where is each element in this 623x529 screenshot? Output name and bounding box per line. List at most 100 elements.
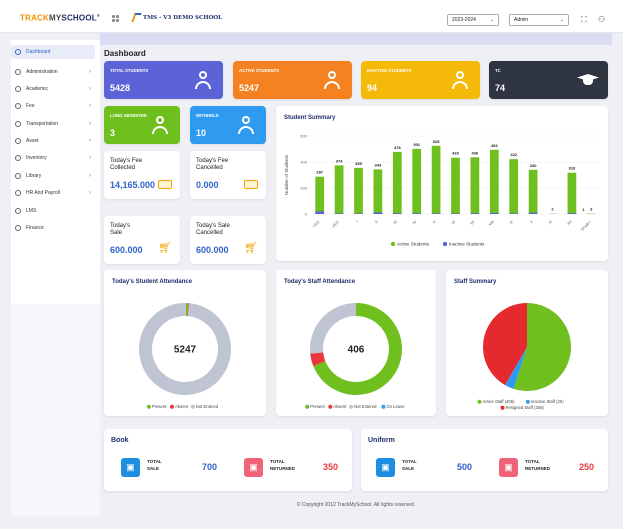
data-label: 355 xyxy=(355,161,362,166)
graduation-cap-icon xyxy=(577,72,599,88)
inactive-students-card[interactable]: INACTIVE STUDENTS 94 xyxy=(361,61,480,99)
staff-attendance-card: Today's Staff Attendance 406 Present Absen… xyxy=(276,270,436,416)
apps-grid-icon[interactable] xyxy=(112,15,119,22)
user-icon[interactable]: ⚇ xyxy=(598,15,606,24)
sidebar-item-administration[interactable]: Administration › xyxy=(11,65,95,79)
bar-inactive xyxy=(392,213,402,214)
pie-slice xyxy=(185,303,189,317)
book-sale-value: 700 xyxy=(202,462,218,472)
data-label: 287 xyxy=(316,170,323,175)
user-icon xyxy=(324,71,340,89)
sidebar-item-academic[interactable]: Academic › xyxy=(11,82,95,96)
pie-slice xyxy=(310,352,326,367)
uniform-returned-value: 250 xyxy=(579,462,595,472)
legend-swatch xyxy=(390,241,396,247)
role-select[interactable]: Admin ⌄ xyxy=(509,14,569,26)
sidebar-item-dashboard[interactable]: Dashboard xyxy=(11,45,95,59)
data-label: 478 xyxy=(394,145,401,150)
stat-label: WITHHELD xyxy=(196,113,219,118)
mini-value: 0.000 xyxy=(196,180,219,190)
sidebar-empty-area xyxy=(11,304,100,516)
today-sale-card[interactable]: Today's Sale 600.000 🛒︎ xyxy=(104,216,180,264)
sidebar-item-inventory[interactable]: Inventory › xyxy=(11,151,95,165)
uniform-sale-value: 500 xyxy=(457,462,473,472)
bar-inactive xyxy=(528,212,538,214)
long-absentee-card[interactable]: LONG ABSENTEE 3 xyxy=(104,106,180,144)
legend-swatch xyxy=(442,241,448,247)
sidebar-item-hr-and-payroll[interactable]: HR And Payroll › xyxy=(11,186,95,200)
menu-item-icon xyxy=(15,173,21,179)
withheld-card[interactable]: WITHHELD 10 xyxy=(190,106,266,144)
fee-collected-card[interactable]: Today's Fee Collected 14,165.000 xyxy=(104,151,180,199)
y-axis-label: Number of Students xyxy=(284,154,289,195)
fullscreen-icon[interactable]: ⛶ xyxy=(581,15,587,24)
student-attendance-chart: 5247 Present Absent Not Entered xyxy=(139,303,232,409)
fee-cancelled-card[interactable]: Today's Fee Cancelled 0.000 xyxy=(190,151,266,199)
academic-year-select[interactable]: 2023-2024 ⌄ xyxy=(447,14,499,26)
box-icon: ▣ xyxy=(121,458,140,477)
y-tick-label: 600 xyxy=(300,134,307,139)
book-returned-value: 350 xyxy=(323,462,339,472)
mini-value: 600.000 xyxy=(196,245,229,255)
sidebar-item-asset[interactable]: Asset › xyxy=(11,134,95,148)
school-logo-icon xyxy=(131,13,142,22)
menu-item-icon xyxy=(15,155,21,161)
total-returned-label: TOTAL RETURNED xyxy=(270,459,296,471)
data-label: 436 xyxy=(472,150,479,155)
bar-inactive xyxy=(470,213,480,214)
total-students-card[interactable]: TOTAL STUDENTS 5428 xyxy=(104,61,223,99)
card-title: Book xyxy=(111,437,129,444)
legend-label: On Leave xyxy=(386,404,405,409)
chevron-right-icon: › xyxy=(89,86,91,92)
stat-value: 3 xyxy=(110,128,116,138)
data-label: 525 xyxy=(433,139,440,144)
x-tick-label: II xyxy=(374,220,378,224)
mini-value: 14,165.000 xyxy=(110,180,156,190)
sidebar-item-transportation[interactable]: Transportation › xyxy=(11,117,95,131)
x-tick-label: V xyxy=(432,220,437,225)
menu-item-icon xyxy=(15,208,21,214)
sidebar-item-fee[interactable]: Fee › xyxy=(11,99,95,113)
pie-slice xyxy=(505,347,527,389)
bar-active xyxy=(373,169,383,214)
x-tick-label: VI xyxy=(451,220,456,225)
tc-card[interactable]: TC 74 xyxy=(489,61,608,99)
legend-label: Absent xyxy=(175,404,189,409)
legend-swatch xyxy=(381,404,386,409)
brand-logo[interactable]: TRACKMYSCHOOL® xyxy=(20,13,100,23)
menu-item-icon xyxy=(15,190,21,196)
mini-label: Today's Sale xyxy=(110,223,131,236)
sale-cancelled-card[interactable]: Today's Sale Cancelled 600.000 🛒︎ xyxy=(190,216,266,264)
mini-value: 600.000 xyxy=(110,245,143,255)
menu-item-icon xyxy=(15,69,21,75)
total-returned-label: TOTAL RETURNED xyxy=(525,459,551,471)
sidebar-item-label: Transportation xyxy=(26,121,59,127)
legend-label: Resigned Staff (308) xyxy=(506,405,545,410)
pie-slice xyxy=(483,303,527,386)
x-tick-label: Grade I xyxy=(580,220,592,232)
data-label: 2 xyxy=(551,207,554,212)
sidebar-item-label: Inventory xyxy=(26,155,47,161)
x-tick-label: VII xyxy=(469,220,475,226)
sidebar-item-label: Finance xyxy=(26,225,44,231)
active-students-card[interactable]: ACTIVE STUDENTS 5247 xyxy=(233,61,352,99)
sidebar-item-finance[interactable]: Finance xyxy=(11,221,95,235)
center-value: 406 xyxy=(348,345,365,356)
stat-label: ACTIVE STUDENTS xyxy=(239,68,280,73)
sidebar-item-library[interactable]: Library › xyxy=(11,169,95,183)
center-value: 5247 xyxy=(174,345,197,356)
sidebar-item-label: Asset xyxy=(26,138,39,144)
stat-label: TC xyxy=(495,68,501,73)
bar-active xyxy=(354,167,363,214)
chevron-right-icon: › xyxy=(89,121,91,127)
sidebar-item-lms[interactable]: LMS xyxy=(11,204,95,218)
x-tick-label: VIII xyxy=(488,220,495,227)
x-tick-label: IV xyxy=(412,220,418,226)
legend-label: Active Staff (406) xyxy=(482,399,515,404)
data-label: 1 xyxy=(582,207,585,212)
uniform-card: Uniform ▣ TOTAL SALE 500 ▣ TOTAL RETURNED … xyxy=(361,429,608,491)
sidebar-item-label: LMS xyxy=(26,208,37,214)
chevron-right-icon: › xyxy=(89,173,91,179)
y-tick-label: 200 xyxy=(300,186,307,191)
staff-summary-chart: Active Staff (406) Inactive Staff (25)Res… xyxy=(477,303,571,410)
